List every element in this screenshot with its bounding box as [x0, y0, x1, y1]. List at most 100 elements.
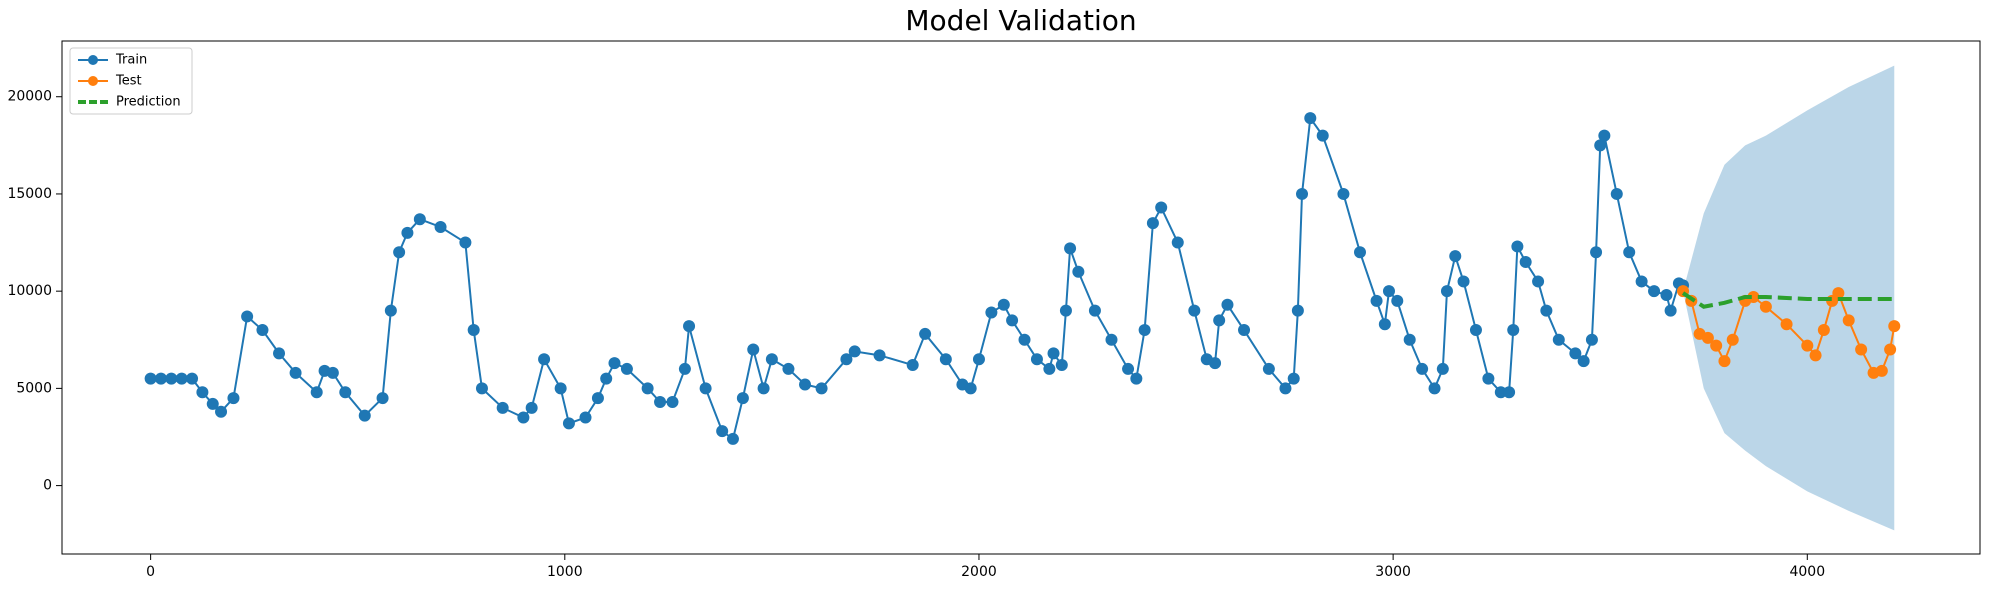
- data-point: [964, 382, 977, 395]
- data-point: [641, 382, 654, 395]
- x-tick-label: 0: [146, 564, 155, 580]
- data-point: [1888, 320, 1901, 333]
- data-point: [1221, 298, 1234, 311]
- data-point: [1209, 357, 1222, 370]
- data-point: [1006, 314, 1019, 327]
- data-point: [1449, 250, 1462, 263]
- data-point: [600, 372, 613, 385]
- data-point: [1759, 300, 1772, 313]
- data-point: [1648, 285, 1661, 298]
- data-point: [206, 397, 219, 410]
- data-point: [215, 405, 228, 418]
- data-point: [1507, 324, 1520, 337]
- data-point: [765, 353, 778, 366]
- y-tick-label: 5000: [16, 380, 52, 396]
- data-point: [1416, 362, 1429, 375]
- data-point: [591, 392, 604, 405]
- data-point: [175, 372, 188, 385]
- y-tick-label: 15000: [7, 186, 52, 202]
- data-point: [1610, 187, 1623, 200]
- data-point: [1428, 382, 1441, 395]
- y-tick-label: 0: [43, 478, 52, 494]
- data-point: [1059, 304, 1072, 317]
- data-point: [1047, 347, 1060, 360]
- data-point: [1353, 246, 1366, 259]
- data-point: [144, 372, 157, 385]
- data-point: [840, 353, 853, 366]
- data-point: [1055, 359, 1068, 372]
- data-point: [1146, 217, 1159, 230]
- data-point: [1809, 349, 1822, 362]
- x-tick-label: 4000: [1789, 564, 1825, 580]
- data-point: [384, 304, 397, 317]
- x-tick-label: 3000: [1375, 564, 1411, 580]
- data-point: [906, 359, 919, 372]
- y-tick-label: 20000: [7, 89, 52, 105]
- data-point: [1469, 324, 1482, 337]
- data-point: [608, 357, 621, 370]
- data-point: [1213, 314, 1226, 327]
- data-point: [1238, 324, 1251, 337]
- data-point: [1855, 343, 1868, 356]
- x-tick-label: 1000: [547, 564, 583, 580]
- plot: [144, 65, 1901, 531]
- data-point: [1842, 314, 1855, 327]
- data-point: [1875, 364, 1888, 377]
- data-point: [1262, 362, 1275, 375]
- data-point: [1316, 129, 1329, 142]
- data-point: [538, 353, 551, 366]
- data-point: [757, 382, 770, 395]
- data-point: [1623, 246, 1636, 259]
- data-point: [1664, 304, 1677, 317]
- data-point: [666, 395, 679, 408]
- data-point: [919, 327, 932, 340]
- legend-box: [69, 47, 193, 115]
- data-point: [1457, 275, 1470, 288]
- data-point: [1337, 187, 1350, 200]
- data-point: [972, 353, 985, 366]
- data-point: [1171, 236, 1184, 249]
- data-point: [1138, 324, 1151, 337]
- data-point: [1552, 333, 1565, 346]
- data-point: [1594, 139, 1607, 152]
- data-point: [726, 432, 739, 445]
- axes-frame: [61, 40, 1981, 555]
- data-point: [289, 366, 302, 379]
- data-point: [1391, 294, 1404, 307]
- data-point: [1064, 242, 1077, 255]
- data-point: [434, 220, 447, 233]
- data-point: [1832, 287, 1845, 300]
- data-point: [496, 401, 509, 414]
- data-point: [1585, 333, 1598, 346]
- data-point: [1718, 355, 1731, 368]
- data-point: [1494, 386, 1507, 399]
- data-point: [165, 372, 178, 385]
- data-point: [683, 320, 696, 333]
- data-point: [1801, 339, 1814, 352]
- legend-label: Test: [115, 74, 142, 89]
- data-point: [1726, 333, 1739, 346]
- data-point: [1598, 129, 1611, 142]
- data-point: [1072, 265, 1085, 278]
- data-point: [1590, 246, 1603, 259]
- legend-label: Train: [115, 53, 147, 68]
- data-point: [1817, 324, 1830, 337]
- data-point: [154, 372, 167, 385]
- data-point: [985, 306, 998, 319]
- data-point: [376, 392, 389, 405]
- data-point: [620, 362, 633, 375]
- data-point: [1780, 318, 1793, 331]
- data-point: [1122, 362, 1135, 375]
- chart-title: Model Validation: [905, 4, 1136, 37]
- data-point: [1482, 372, 1495, 385]
- data-point: [525, 401, 538, 414]
- data-point: [1130, 372, 1143, 385]
- data-point: [1577, 355, 1590, 368]
- data-point: [413, 213, 426, 226]
- data-point: [1188, 304, 1201, 317]
- data-point: [997, 298, 1010, 311]
- data-point: [1043, 362, 1056, 375]
- y-tick-label: 10000: [7, 283, 52, 299]
- data-point: [467, 324, 480, 337]
